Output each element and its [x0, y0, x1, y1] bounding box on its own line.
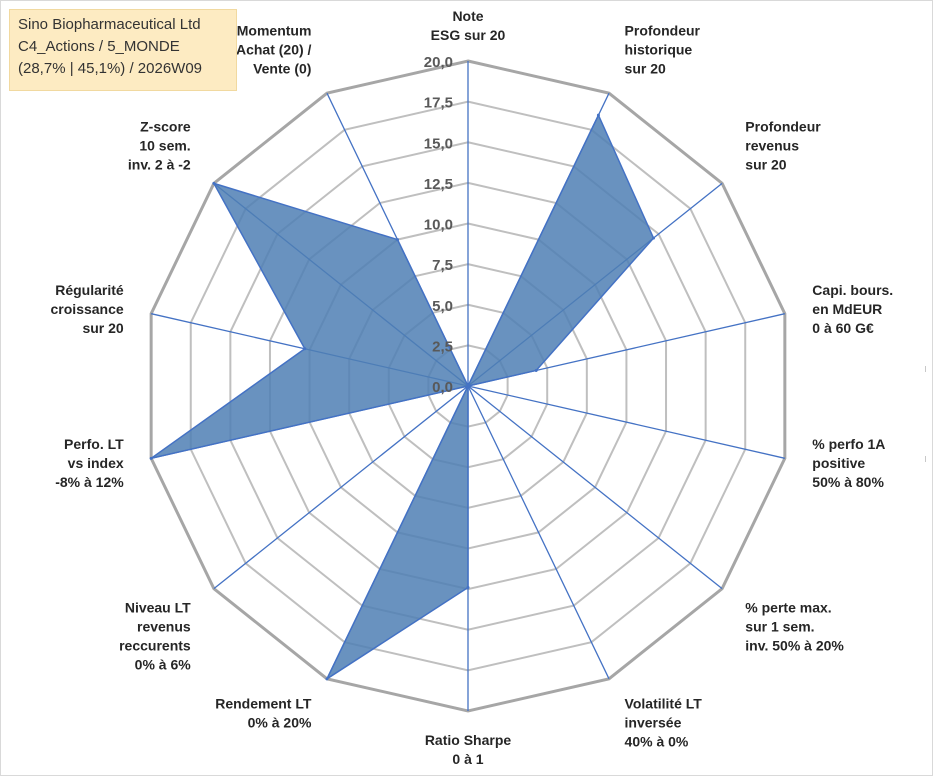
- axis-label-line: sur 20: [625, 60, 666, 76]
- axis-label-sharpe: Ratio Sharpe 0 à 1: [425, 732, 512, 767]
- axis-label-perfo-1a: % perfo 1A positive 50% à 80%: [812, 436, 885, 490]
- scroll-mark: [925, 456, 926, 462]
- axis-label-line: revenus: [137, 618, 191, 634]
- axis-label-line: 0 à 60 G€: [812, 320, 874, 336]
- data-point-regularite: [303, 347, 307, 351]
- axis-label-line: en MdEUR: [812, 301, 882, 317]
- data-point-sharpe: [466, 586, 470, 589]
- axis-label-line: Achat (20) /: [236, 41, 312, 57]
- data-point-momentum: [395, 238, 399, 242]
- axis-label-line: 10 sem.: [139, 138, 190, 154]
- axis-label-momentum: Momentum Achat (20) / Vente (0): [236, 22, 312, 76]
- company-name: Sino Biopharmaceutical Ltd: [18, 16, 201, 33]
- axis-label-line: Vente (0): [253, 60, 311, 76]
- axis-label-line: inv. 50% à 20%: [745, 637, 844, 653]
- axis-label-capi: Capi. bours. en MdEUR 0 à 60 G€: [812, 282, 893, 336]
- tick-label: 20,0: [424, 54, 453, 71]
- data-point-zscore: [212, 181, 216, 185]
- portfolio-category: C4_Actions / 5_MONDE: [18, 38, 180, 55]
- axis-spoke-volatilite: [467, 385, 610, 680]
- scroll-mark: [925, 366, 926, 372]
- tick-label: 15,0: [424, 135, 453, 152]
- axis-label-line: positive: [812, 455, 865, 471]
- data-point-prof-hist: [596, 113, 600, 117]
- axis-spoke-perte-max: [467, 385, 723, 590]
- axis-label-line: revenus: [745, 138, 799, 154]
- axis-label-prof-hist: Profondeur historique sur 20: [625, 22, 701, 76]
- radar-series: [149, 113, 655, 681]
- tick-label: 10,0: [424, 217, 453, 234]
- axis-label-line: 50% à 80%: [812, 474, 884, 490]
- axis-label-line: Z-score: [140, 119, 191, 135]
- tick-label: 17,5: [424, 95, 453, 112]
- axis-label-line: sur 20: [82, 320, 123, 336]
- score-week: (28,7% | 45,1%) / 2026W09: [18, 60, 202, 77]
- data-point-perfo-lt: [149, 456, 153, 460]
- axis-label-zscore: Z-score 10 sem. inv. 2 à -2: [128, 119, 191, 173]
- data-point-rendement: [325, 677, 329, 681]
- axis-label-line: Ratio Sharpe: [425, 732, 512, 748]
- axis-label-line: croissance: [51, 301, 124, 317]
- tick-label: 12,5: [424, 176, 453, 193]
- radar-tick-labels: 0,0 2,5 5,0 7,5 10,0 12,5 15,0 17,5 20,0: [424, 54, 453, 396]
- axis-label-line: 0% à 6%: [135, 656, 192, 672]
- tick-label: 5,0: [432, 298, 453, 315]
- axis-label-esg: Note ESG sur 20: [431, 8, 506, 43]
- axis-label-line: Régularité: [55, 282, 124, 298]
- axis-label-rendement: Rendement LT 0% à 20%: [215, 696, 312, 731]
- axis-label-line: 40% à 0%: [625, 734, 689, 750]
- axis-label-line: historique: [625, 41, 693, 57]
- axis-label-line: 0% à 20%: [248, 715, 312, 731]
- axis-label-line: -8% à 12%: [55, 474, 124, 490]
- axis-label-line: inversée: [625, 715, 682, 731]
- radar-axis-labels: Note ESG sur 20 Profondeur historique sur 20…: [51, 8, 894, 767]
- axis-label-line: Profondeur: [745, 119, 821, 135]
- axis-label-line: Profondeur: [625, 22, 701, 38]
- info-box: Sino Biopharmaceutical Ltd C4_Actions / …: [9, 9, 237, 91]
- series-area: [150, 114, 655, 680]
- axis-label-line: inv. 2 à -2: [128, 157, 191, 173]
- axis-label-perfo-lt: Perfo. LT vs index -8% à 12%: [55, 436, 124, 490]
- axis-label-niveau-rev: Niveau LT revenus reccurents 0% à 6%: [119, 599, 191, 672]
- axis-label-line: Rendement LT: [215, 696, 312, 712]
- tick-label: 2,5: [432, 338, 453, 355]
- axis-label-line: Note: [452, 8, 483, 24]
- axis-label-line: Niveau LT: [125, 599, 191, 615]
- tick-label: 7,5: [432, 257, 453, 274]
- axis-label-line: Volatilité LT: [625, 696, 703, 712]
- axis-label-line: ESG sur 20: [431, 27, 506, 43]
- axis-label-line: sur 20: [745, 157, 786, 173]
- axis-spoke-niveau-rev: [213, 385, 469, 590]
- axis-label-line: vs index: [68, 455, 124, 471]
- axis-label-line: % perfo 1A: [812, 436, 885, 452]
- axis-label-line: Capi. bours.: [812, 282, 893, 298]
- axis-spoke-perfo-1a: [467, 385, 785, 459]
- data-point-capi: [534, 368, 538, 372]
- axis-label-perte-max: % perte max. sur 1 sem. inv. 50% à 20%: [745, 599, 844, 653]
- axis-label-line: Perfo. LT: [64, 436, 124, 452]
- axis-label-line: % perte max.: [745, 599, 831, 615]
- axis-label-line: reccurents: [119, 637, 191, 653]
- data-point-prof-rev: [651, 236, 655, 240]
- axis-label-line: sur 1 sem.: [745, 618, 814, 634]
- tick-label: 0,0: [432, 379, 453, 396]
- data-point-niveau-rev: [466, 384, 470, 388]
- axis-label-line: 0 à 1: [452, 751, 483, 767]
- axis-label-prof-rev: Profondeur revenus sur 20: [745, 119, 821, 173]
- axis-label-regularite: Régularité croissance sur 20: [51, 282, 124, 336]
- axis-label-volatilite: Volatilité LT inversée 40% à 0%: [625, 696, 703, 750]
- axis-label-line: Momentum: [237, 22, 312, 38]
